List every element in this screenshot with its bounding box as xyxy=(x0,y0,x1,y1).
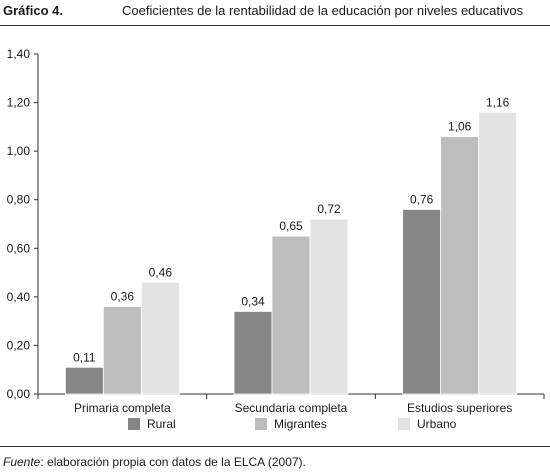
data-label: 0,36 xyxy=(111,290,135,304)
y-tick-label: 0,60 xyxy=(7,241,31,255)
y-tick-label: 0,40 xyxy=(7,290,31,304)
y-tick-label: 1,40 xyxy=(7,47,31,61)
legend-label-urbano: Urbano xyxy=(417,417,457,431)
source-label: Fuente xyxy=(3,455,41,469)
bar-rural xyxy=(64,366,104,395)
data-label: 0,46 xyxy=(149,265,173,279)
bar-rural xyxy=(402,209,442,395)
bar-urbano xyxy=(478,111,518,395)
y-tick-label: 1,20 xyxy=(7,96,31,110)
x-tick-label: Secundaria completa xyxy=(235,401,348,415)
legend-label-rural: Rural xyxy=(147,417,176,431)
bar-migrantes xyxy=(271,235,311,395)
bar-urbano xyxy=(309,218,349,395)
data-label: 0,11 xyxy=(73,350,96,364)
y-tick-label: 0,00 xyxy=(7,387,31,401)
y-tick-label: 1,00 xyxy=(7,144,31,158)
bottom-divider xyxy=(0,446,550,447)
figure-title: Coeficientes de la rentabilidad de la ed… xyxy=(122,3,524,18)
legend-swatch-rural xyxy=(128,418,140,430)
data-label: 0,34 xyxy=(241,294,265,308)
data-label: 0,76 xyxy=(410,192,434,206)
source-note: Fuente: elaboración propia con datos de … xyxy=(3,455,306,469)
legend-label-migrantes: Migrantes xyxy=(274,417,327,431)
bar-chart: 0,00 0,20 0,40 0,60 0,80 1,00 1,20 1,40 0,11 0,36… xyxy=(7,47,545,431)
y-tick-label: 0,20 xyxy=(7,338,31,352)
figure-label: Gráfico 4. xyxy=(3,3,63,18)
bar-urbano xyxy=(140,281,180,395)
legend-swatch-migrantes xyxy=(255,418,267,430)
bar-migrantes xyxy=(102,306,142,395)
x-tick-label: Estudios superiores xyxy=(407,401,512,415)
y-tick-label: 0,80 xyxy=(7,193,31,207)
bar-rural xyxy=(233,311,273,395)
data-label: 0,65 xyxy=(279,219,303,233)
data-label: 0,72 xyxy=(317,202,341,216)
legend-swatch-urbano xyxy=(398,418,410,430)
top-divider xyxy=(0,25,550,26)
data-label: 1,16 xyxy=(486,95,510,109)
bar-migrantes xyxy=(440,136,480,395)
data-label: 1,06 xyxy=(448,120,472,134)
x-tick-label: Primaria completa xyxy=(74,401,171,415)
source-text: : elaboración propia con datos de la ELC… xyxy=(40,455,306,469)
